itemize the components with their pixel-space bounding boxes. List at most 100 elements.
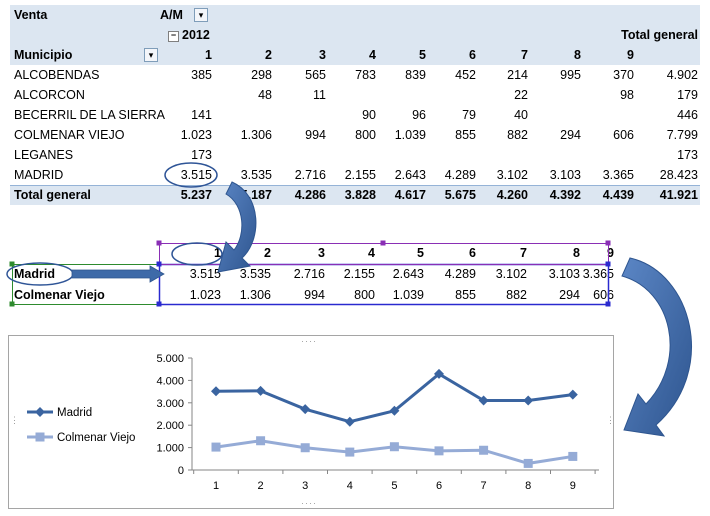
small-value-cell[interactable]: 3.102 [495, 267, 527, 281]
value-cell[interactable] [426, 145, 476, 165]
month-header-2[interactable]: 2 [265, 48, 272, 62]
small-value-cell[interactable]: 606 [593, 288, 614, 302]
row-total-cell[interactable]: 173 [677, 148, 698, 162]
value-cell[interactable] [222, 145, 272, 165]
value-cell[interactable]: 5.675 [444, 188, 476, 202]
chart-canvas[interactable]: 0 1.000 2.000 3.000 4.000 5.000 1 2 3 4 5 6 7 8 9 Madri… [9, 336, 613, 508]
value-cell[interactable]: 214 [507, 68, 528, 82]
value-cell[interactable] [584, 105, 634, 125]
value-cell[interactable]: 1.306 [240, 128, 272, 142]
value-cell[interactable]: 3.535 [240, 168, 272, 182]
small-month-header[interactable]: 9 [607, 246, 614, 260]
grand-total-label[interactable]: Total general [14, 188, 91, 202]
value-cell[interactable]: 22 [514, 88, 528, 102]
value-cell[interactable]: 173 [191, 148, 212, 162]
value-cell[interactable]: 882 [507, 128, 528, 142]
month-header-7[interactable]: 7 [521, 48, 528, 62]
value-cell[interactable]: 855 [455, 128, 476, 142]
value-cell[interactable]: 4.392 [549, 188, 581, 202]
value-cell[interactable] [531, 145, 581, 165]
value-cell[interactable] [376, 145, 426, 165]
small-value-cell[interactable]: 882 [506, 288, 527, 302]
row-total-cell[interactable]: 7.799 [666, 128, 698, 142]
value-cell[interactable]: 3.103 [549, 168, 581, 182]
municipio-label[interactable]: MADRID [14, 168, 64, 182]
municipio-label[interactable]: BECERRIL DE LA SIERRA [14, 108, 165, 122]
small-value-cell[interactable]: 3.535 [239, 267, 271, 281]
value-cell[interactable]: 98 [620, 88, 634, 102]
small-month-header[interactable]: 4 [368, 246, 375, 260]
resize-handle-left[interactable]: ⋮ [10, 415, 20, 425]
small-value-cell[interactable]: 855 [455, 288, 476, 302]
value-cell[interactable]: 48 [258, 88, 272, 102]
year-group[interactable]: −2012 [168, 25, 228, 45]
value-cell[interactable] [162, 85, 212, 105]
value-cell[interactable]: 4.286 [294, 188, 326, 202]
resize-handle-bottom[interactable]: ···· [301, 498, 317, 508]
value-cell[interactable]: 800 [355, 128, 376, 142]
value-cell[interactable]: 3.365 [602, 168, 634, 182]
value-cell[interactable]: 3.102 [496, 168, 528, 182]
value-cell[interactable] [326, 85, 376, 105]
small-month-header[interactable]: 2 [264, 246, 271, 260]
value-cell[interactable]: 2.643 [394, 168, 426, 182]
value-cell[interactable]: 2.155 [344, 168, 376, 182]
value-cell[interactable]: 40 [514, 108, 528, 122]
value-cell[interactable]: 141 [191, 108, 212, 122]
row-total-cell[interactable]: 28.423 [659, 168, 698, 182]
value-cell[interactable]: 1.039 [394, 128, 426, 142]
small-month-header[interactable]: 1 [214, 246, 221, 260]
row-total-cell[interactable]: 4.902 [666, 68, 698, 82]
value-cell[interactable]: 1.023 [180, 128, 212, 142]
value-cell[interactable]: 452 [455, 68, 476, 82]
value-cell[interactable]: 3.828 [344, 188, 376, 202]
municipio-label[interactable]: LEGANES [14, 148, 74, 162]
value-cell[interactable]: 79 [462, 108, 476, 122]
value-cell[interactable]: 565 [305, 68, 326, 82]
value-cell[interactable] [326, 145, 376, 165]
value-cell[interactable]: 3.515 [180, 168, 212, 182]
small-month-header[interactable]: 7 [520, 246, 527, 260]
value-cell[interactable] [426, 85, 476, 105]
small-value-cell[interactable]: 1.023 [189, 288, 221, 302]
value-cell[interactable] [531, 85, 581, 105]
value-cell[interactable]: 995 [560, 68, 581, 82]
small-value-cell[interactable]: 2.643 [392, 267, 424, 281]
value-cell[interactable]: 2.716 [294, 168, 326, 182]
line-chart[interactable]: ···· ···· ⋮ ⋮ 0 1.000 2.000 3.000 4.000 5.000… [8, 335, 615, 509]
value-cell[interactable]: 5.237 [180, 188, 212, 202]
value-cell[interactable]: 839 [405, 68, 426, 82]
month-header-4[interactable]: 4 [369, 48, 376, 62]
value-cell[interactable]: 5.187 [240, 188, 272, 202]
value-cell[interactable]: 294 [560, 128, 581, 142]
value-cell[interactable] [531, 105, 581, 125]
value-cell[interactable]: 606 [613, 128, 634, 142]
collapse-icon[interactable]: − [168, 31, 179, 42]
value-cell[interactable] [584, 145, 634, 165]
value-cell[interactable]: 11 [313, 88, 326, 102]
small-value-cell[interactable]: 800 [354, 288, 375, 302]
value-cell[interactable] [222, 105, 272, 125]
value-cell[interactable]: 4.617 [394, 188, 426, 202]
resize-handle-top[interactable]: ···· [301, 336, 317, 346]
month-header-5[interactable]: 5 [419, 48, 426, 62]
month-header-6[interactable]: 6 [469, 48, 476, 62]
value-cell[interactable] [276, 145, 326, 165]
small-value-cell[interactable]: 2.155 [343, 267, 375, 281]
municipio-label[interactable]: COLMENAR VIEJO [14, 128, 125, 142]
small-month-header[interactable]: 5 [417, 246, 424, 260]
month-header-9[interactable]: 9 [627, 48, 634, 62]
column-filter-button[interactable]: ▾ [194, 8, 208, 22]
municipio-label[interactable]: ALCOBENDAS [14, 68, 100, 82]
value-cell[interactable]: 4.289 [444, 168, 476, 182]
small-month-header[interactable]: 8 [573, 246, 580, 260]
month-header-8[interactable]: 8 [574, 48, 581, 62]
small-month-header[interactable]: 3 [318, 246, 325, 260]
small-value-cell[interactable]: 1.306 [239, 288, 271, 302]
municipio-label[interactable]: ALCORCON [14, 88, 85, 102]
month-header-3[interactable]: 3 [319, 48, 326, 62]
small-value-cell[interactable]: 1.039 [392, 288, 424, 302]
value-cell[interactable]: 298 [251, 68, 272, 82]
row-total-cell[interactable]: 179 [677, 88, 698, 102]
value-cell[interactable]: 4.439 [602, 188, 634, 202]
